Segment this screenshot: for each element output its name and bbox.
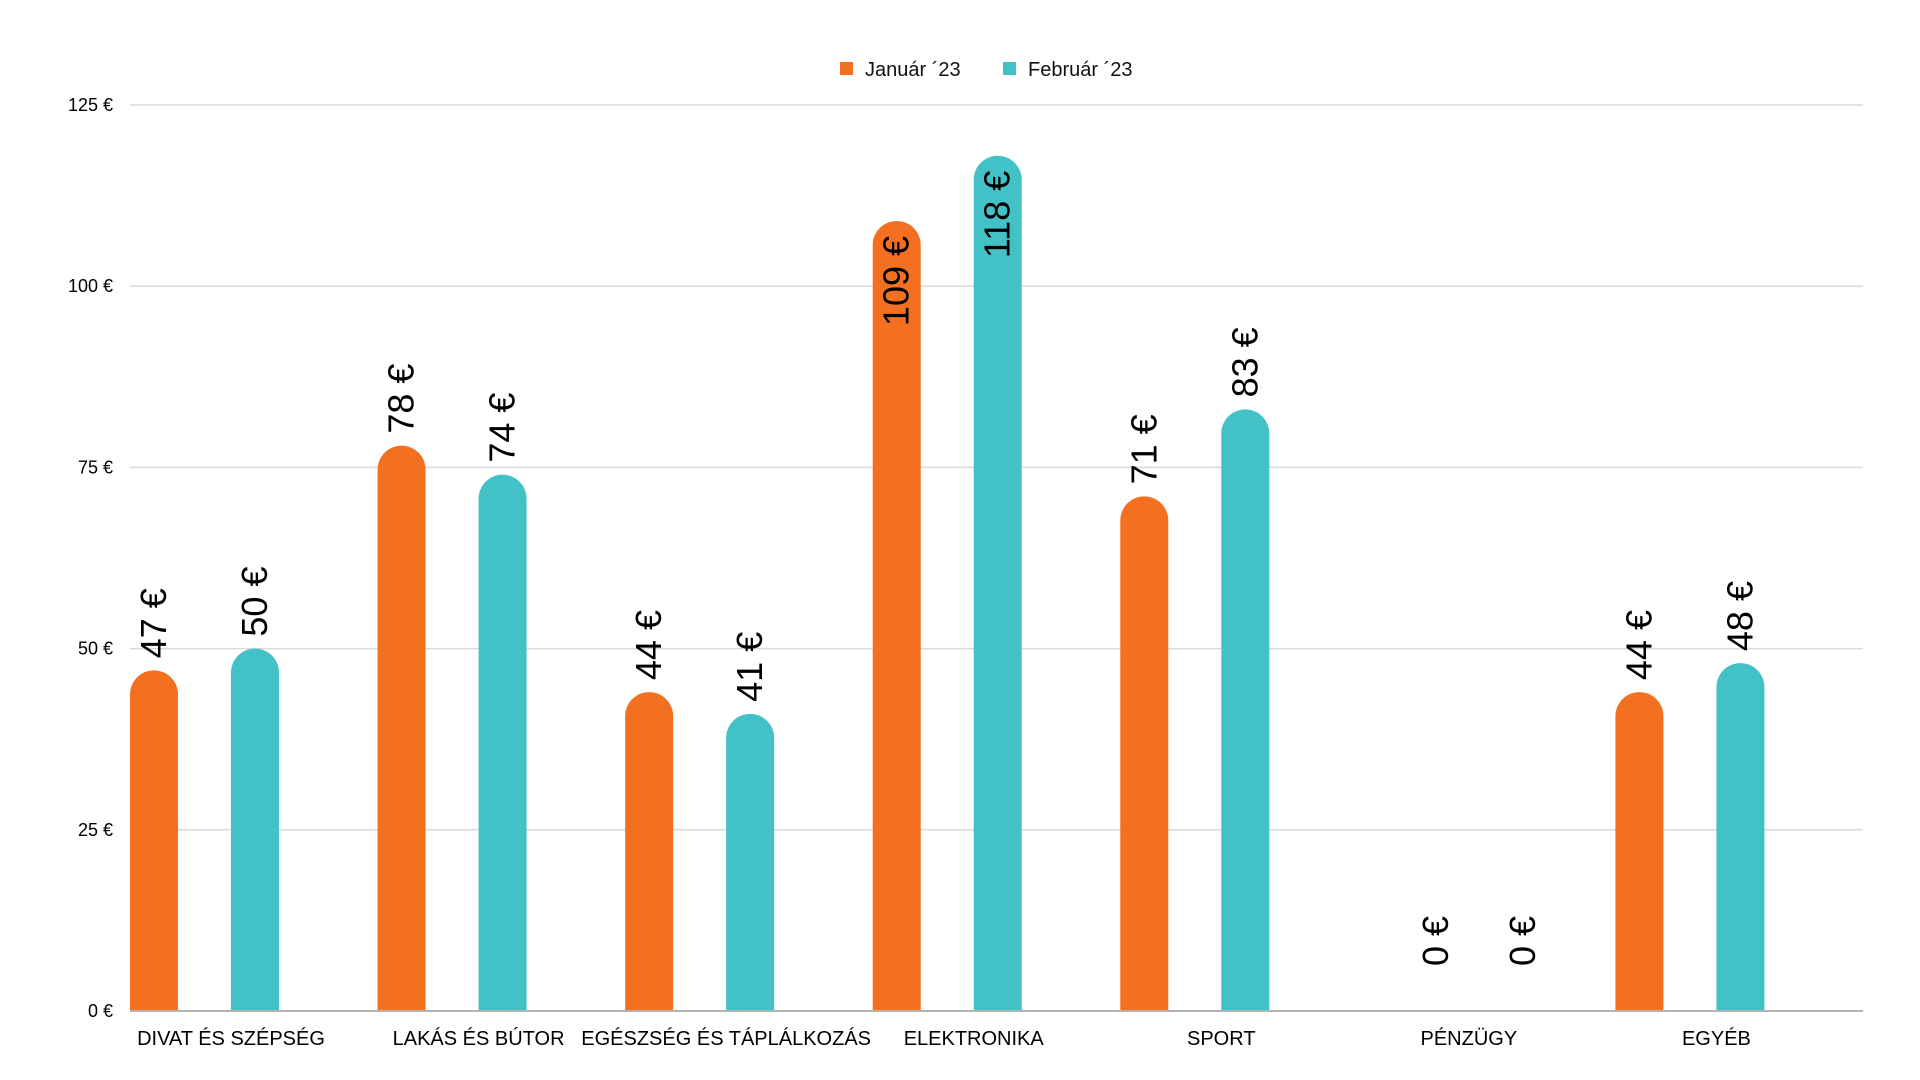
bar-februar bbox=[231, 648, 279, 1011]
legend-swatch-icon bbox=[840, 62, 853, 75]
data-label: 83 € bbox=[1224, 327, 1265, 397]
x-category-label: DIVAT ÉS SZÉPSÉG bbox=[137, 1027, 325, 1050]
bar-februar bbox=[1221, 409, 1270, 1011]
bars bbox=[130, 155, 1765, 1012]
bar-januar bbox=[1615, 692, 1664, 1011]
data-label: 41 € bbox=[729, 632, 770, 702]
bar-februar bbox=[1716, 663, 1765, 1011]
data-labels: 47 € 50 € 78 € 74 € 44 € 41 € 109 € 118 € 71 € 83… bbox=[133, 171, 1760, 966]
data-label: 78 € bbox=[381, 364, 422, 434]
legend-item-februar[interactable]: Február ´23 bbox=[1003, 59, 1133, 81]
data-label: 47 € bbox=[133, 588, 174, 658]
y-tick-label: 0 € bbox=[88, 1001, 113, 1021]
y-tick-label: 25 € bbox=[78, 820, 113, 840]
data-label: 0 € bbox=[1415, 916, 1456, 966]
bar-februar bbox=[478, 474, 527, 1011]
bar-januar bbox=[377, 445, 426, 1011]
legend-label: Január ´23 bbox=[865, 59, 961, 81]
x-category-label: LAKÁS ÉS BÚTOR bbox=[393, 1027, 565, 1050]
y-tick-label: 50 € bbox=[78, 639, 113, 659]
legend-label: Február ´23 bbox=[1028, 59, 1133, 81]
data-label: 48 € bbox=[1719, 581, 1760, 651]
data-label: 118 € bbox=[977, 171, 1018, 258]
x-axis-categories: DIVAT ÉS SZÉPSÉG LAKÁS ÉS BÚTOR EGÉSZSÉG É… bbox=[137, 1027, 1751, 1050]
data-label: 44 € bbox=[628, 610, 669, 680]
legend-item-januar[interactable]: Január ´23 bbox=[840, 59, 961, 81]
y-axis-ticks: 0 € 25 € 50 € 75 € 100 € 125 € bbox=[68, 95, 113, 1021]
y-tick-label: 75 € bbox=[78, 457, 113, 477]
data-label: 109 € bbox=[876, 236, 917, 326]
bar-januar bbox=[130, 670, 178, 1011]
x-category-label: EGÉSZSÉG ÉS TÁPLÁLKOZÁS bbox=[581, 1027, 871, 1050]
y-tick-label: 125 € bbox=[68, 95, 113, 115]
bar-januar bbox=[1120, 496, 1169, 1011]
y-tick-label: 100 € bbox=[68, 276, 113, 296]
x-category-label: ELEKTRONIKA bbox=[904, 1028, 1045, 1050]
bar-februar bbox=[726, 713, 775, 1011]
bar-januar bbox=[625, 692, 674, 1011]
data-label: 71 € bbox=[1123, 414, 1164, 484]
data-label: 74 € bbox=[482, 393, 523, 463]
legend-swatch-icon bbox=[1003, 62, 1016, 75]
data-label: 44 € bbox=[1618, 610, 1659, 680]
data-label: 50 € bbox=[234, 567, 275, 637]
x-category-label: PÉNZÜGY bbox=[1421, 1027, 1518, 1050]
x-category-label: SPORT bbox=[1187, 1028, 1256, 1050]
x-category-label: EGYÉB bbox=[1682, 1027, 1751, 1050]
data-label: 0 € bbox=[1502, 916, 1543, 966]
bar-januar bbox=[872, 220, 921, 1011]
legend: Január ´23 Február ´23 bbox=[840, 59, 1133, 81]
bar-februar bbox=[973, 155, 1022, 1012]
